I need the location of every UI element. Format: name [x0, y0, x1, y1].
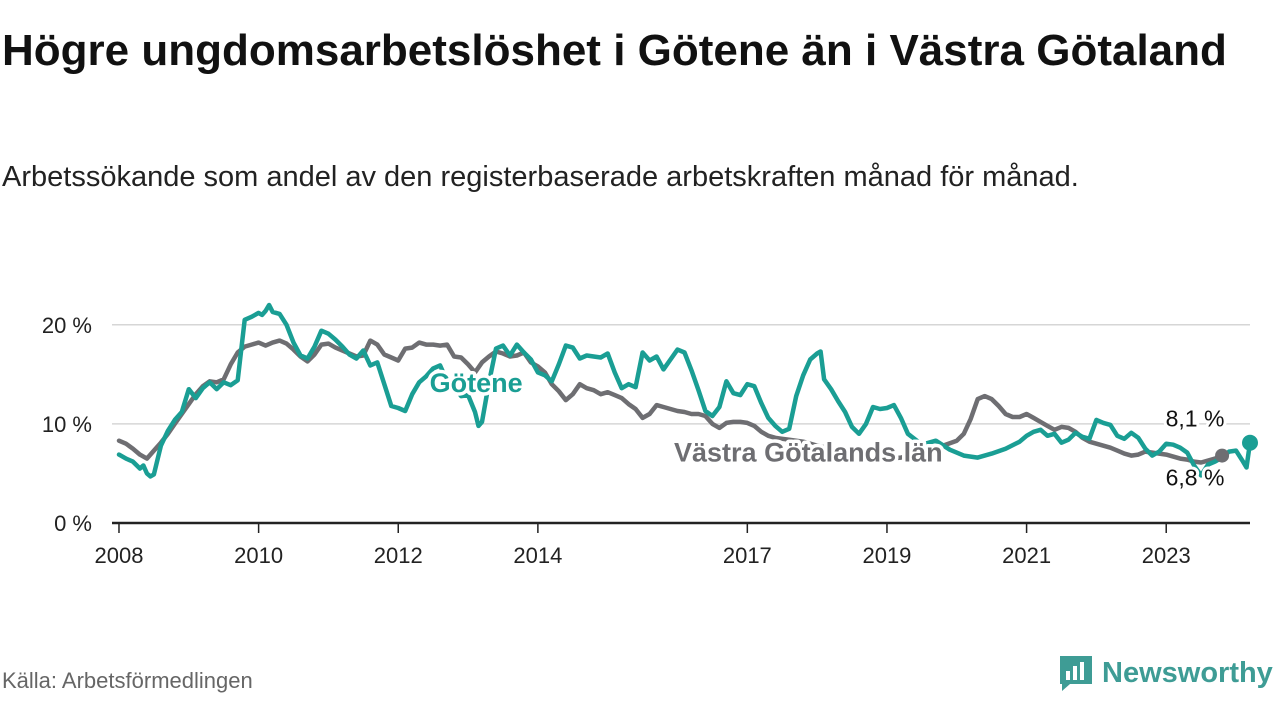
x-tick-label: 2023 — [1142, 543, 1191, 568]
x-tick-label: 2010 — [234, 543, 283, 568]
x-tick-label: 2012 — [374, 543, 423, 568]
brand-name: Newsworthy — [1102, 656, 1273, 689]
x-tick-label: 2014 — [513, 543, 562, 568]
end-label-vastra-gotaland: 6,8 % — [1166, 465, 1225, 491]
end-label-gotene: 8,1 % — [1166, 406, 1225, 432]
y-tick-label: 20 % — [42, 313, 92, 338]
x-tick-label: 2017 — [723, 543, 772, 568]
chart-title: Högre ungdomsarbetslöshet i Götene än i … — [2, 26, 1227, 75]
y-tick-label: 10 % — [42, 412, 92, 437]
y-tick-label: 0 % — [54, 511, 92, 536]
chart-subtitle: Arbetssökande som andel av den registerb… — [2, 161, 1079, 193]
series-label-vastra-gotaland: Västra Götalands län — [674, 438, 943, 468]
series-line-vastra-gotaland — [116, 338, 1225, 465]
series-label-gotene: Götene — [430, 368, 523, 398]
newsworthy-logo-icon — [1060, 656, 1092, 691]
x-tick-label: 2021 — [1002, 543, 1051, 568]
x-tick-label: 2008 — [95, 543, 144, 568]
x-tick-label: 2019 — [862, 543, 911, 568]
brand[interactable]: Newsworthy — [1058, 654, 1273, 692]
end-point-vastra-gotaland — [1215, 448, 1230, 463]
source-note: Källa: Arbetsförmedlingen — [2, 668, 253, 693]
series-line-gotene — [116, 302, 1253, 479]
end-point-gotene — [1242, 434, 1258, 451]
